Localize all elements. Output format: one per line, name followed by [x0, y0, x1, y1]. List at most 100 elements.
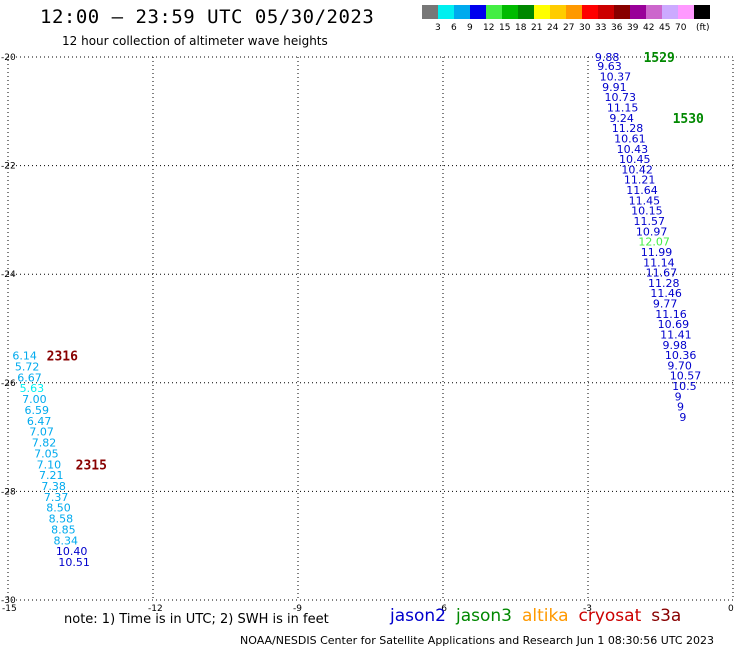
swh-value-s3a: 8.50 [46, 502, 71, 515]
colorbar-swatch [566, 5, 582, 19]
swh-value-s3a: 6.47 [27, 415, 51, 428]
colorbar-label: 18 [515, 23, 527, 33]
swh-value-jason2: 9 [679, 411, 686, 424]
swh-value-jason2: 11.15 [607, 101, 639, 114]
swh-value-s3a: 6.67 [17, 371, 42, 384]
time-label-s3a: 2316 [47, 350, 78, 365]
colorbar-label: 70 [675, 23, 687, 33]
swh-value-s3a: 5.63 [20, 382, 44, 395]
swh-value-s3a: 8.58 [49, 513, 74, 526]
axis-ticks: -20-22-24-26-28-30-15 -12 -9 -6 -3 0 [1, 53, 734, 614]
colorbar-label: 45 [659, 23, 670, 33]
mission-jason2: jason2 [390, 606, 446, 626]
footer-note: note: 1) Time is in UTC; 2) SWH is in fe… [64, 612, 329, 627]
swh-value-s3a: 7.38 [41, 480, 66, 493]
swh-value-s3a: 10.40 [56, 545, 88, 558]
time-label-s3a: 2315 [76, 458, 107, 473]
swh-value-jason2: 11.16 [655, 308, 687, 321]
x-tick-label: -6 [438, 604, 447, 614]
mission-cryosat: cryosat [578, 606, 642, 626]
colorbar-swatch [518, 5, 534, 19]
mission-jason3: jason3 [456, 606, 512, 626]
swh-value-jason2: 9.91 [602, 81, 627, 94]
colorbar-swatch [454, 5, 470, 19]
mission-legend: jason2 jason3 altika cryosat s3a [390, 606, 691, 626]
swh-value-jason2: 10.45 [619, 153, 651, 166]
swh-value-jason2: 11.28 [612, 122, 644, 135]
page-subtitle: 12 hour collection of altimeter wave hei… [62, 34, 328, 48]
swh-value-jason2: 9.98 [663, 339, 688, 352]
colorbar-swatch [438, 5, 454, 19]
colorbar-label: 12 [483, 23, 494, 33]
swh-value-jason2: 9.77 [653, 298, 678, 311]
colorbar-label: 6 [451, 23, 457, 33]
time-label-jason2: 1529 [644, 51, 675, 66]
swh-value-jason2: 10.73 [605, 91, 637, 104]
colorbar-swatch [630, 5, 646, 19]
swh-value-jason2: 10.15 [631, 205, 663, 218]
colorbar-swatch [486, 5, 502, 19]
swh-value-jason2: 9 [675, 390, 682, 403]
colorbar-swatch [502, 5, 518, 19]
swh-value-jason2: 10.37 [600, 71, 632, 84]
colorbar-label: 21 [531, 23, 542, 33]
swh-value-jason2: 11.41 [660, 328, 692, 341]
colorbar-swatch [694, 5, 710, 19]
swh-value-s3a: 6.59 [25, 404, 50, 417]
swh-value-s3a: 8.85 [51, 523, 75, 536]
footer-credit: NOAA/NESDIS Center for Satellite Applica… [240, 634, 715, 647]
colorbar-swatch [614, 5, 630, 19]
colorbar-label: 30 [579, 23, 591, 33]
swh-value-jason2: 9.24 [609, 112, 634, 125]
swh-value-jason2: 11.21 [624, 174, 656, 187]
swh-value-jason2: 11.64 [626, 184, 658, 197]
y-tick-label: -30 [1, 596, 16, 606]
swh-value-jason2: 10.42 [621, 163, 653, 176]
colorbar-label: 39 [627, 23, 639, 33]
grid-lines [7, 56, 734, 601]
swh-value-jason2: 10.61 [614, 132, 646, 145]
swh-value-jason2: 11.57 [634, 215, 666, 228]
swh-value-s3a: 10.51 [58, 556, 89, 569]
swh-value-jason2: 12.07 [638, 236, 670, 249]
page-title: 12:00 – 23:59 UTC 05/30/2023 [40, 6, 375, 28]
swh-value-s3a: 6.14 [12, 350, 37, 363]
swh-value-s3a: 7.21 [39, 469, 64, 482]
colorbar-label: 24 [547, 23, 559, 33]
y-tick-label: -24 [1, 270, 16, 280]
swh-value-jason2: 10.57 [670, 370, 702, 383]
swh-value-s3a: 7.00 [22, 393, 47, 406]
y-tick-label: -26 [1, 379, 16, 389]
swh-value-jason2: 10.97 [636, 225, 668, 238]
colorbar-swatch [598, 5, 614, 19]
time-label-jason2: 1530 [673, 112, 704, 127]
colorbar-swatch [550, 5, 566, 19]
y-tick-label: -20 [1, 53, 16, 63]
x-tick-label: -3 [583, 604, 592, 614]
swh-value-jason2: 10.36 [665, 349, 697, 362]
swh-value-jason2: 9 [677, 401, 684, 414]
swh-value-jason2: 11.99 [641, 246, 673, 259]
colorbar-label: 15 [499, 23, 510, 33]
y-tick-label: -28 [1, 487, 16, 497]
y-tick-label: -22 [1, 162, 16, 172]
colorbar-legend: 3 6 9 12 15 18 21 24 27 30 33 36 39 42 45 70 (ft) [422, 5, 710, 33]
swh-value-s3a: 7.37 [44, 491, 68, 504]
mission-altika: altika [522, 606, 569, 626]
swh-value-s3a: 8.34 [54, 534, 79, 547]
swh-value-s3a: 7.10 [37, 458, 62, 471]
swh-value-jason2: 9.63 [597, 60, 622, 73]
colorbar-label: 3 [435, 23, 441, 33]
swh-value-jason2: 9.70 [667, 359, 692, 372]
colorbar-swatch [422, 5, 438, 19]
swh-value-jason2: 11.28 [648, 277, 680, 290]
x-tick-label: -15 [2, 604, 17, 614]
swh-value-jason2: 11.14 [643, 256, 675, 269]
swh-value-jason2: 10.69 [658, 318, 690, 331]
swh-value-s3a: 7.07 [29, 426, 54, 439]
colorbar-swatch [582, 5, 598, 19]
colorbar-unit: (ft) [696, 23, 710, 33]
mission-s3a: s3a [651, 606, 682, 626]
x-tick-label: -9 [293, 604, 302, 614]
